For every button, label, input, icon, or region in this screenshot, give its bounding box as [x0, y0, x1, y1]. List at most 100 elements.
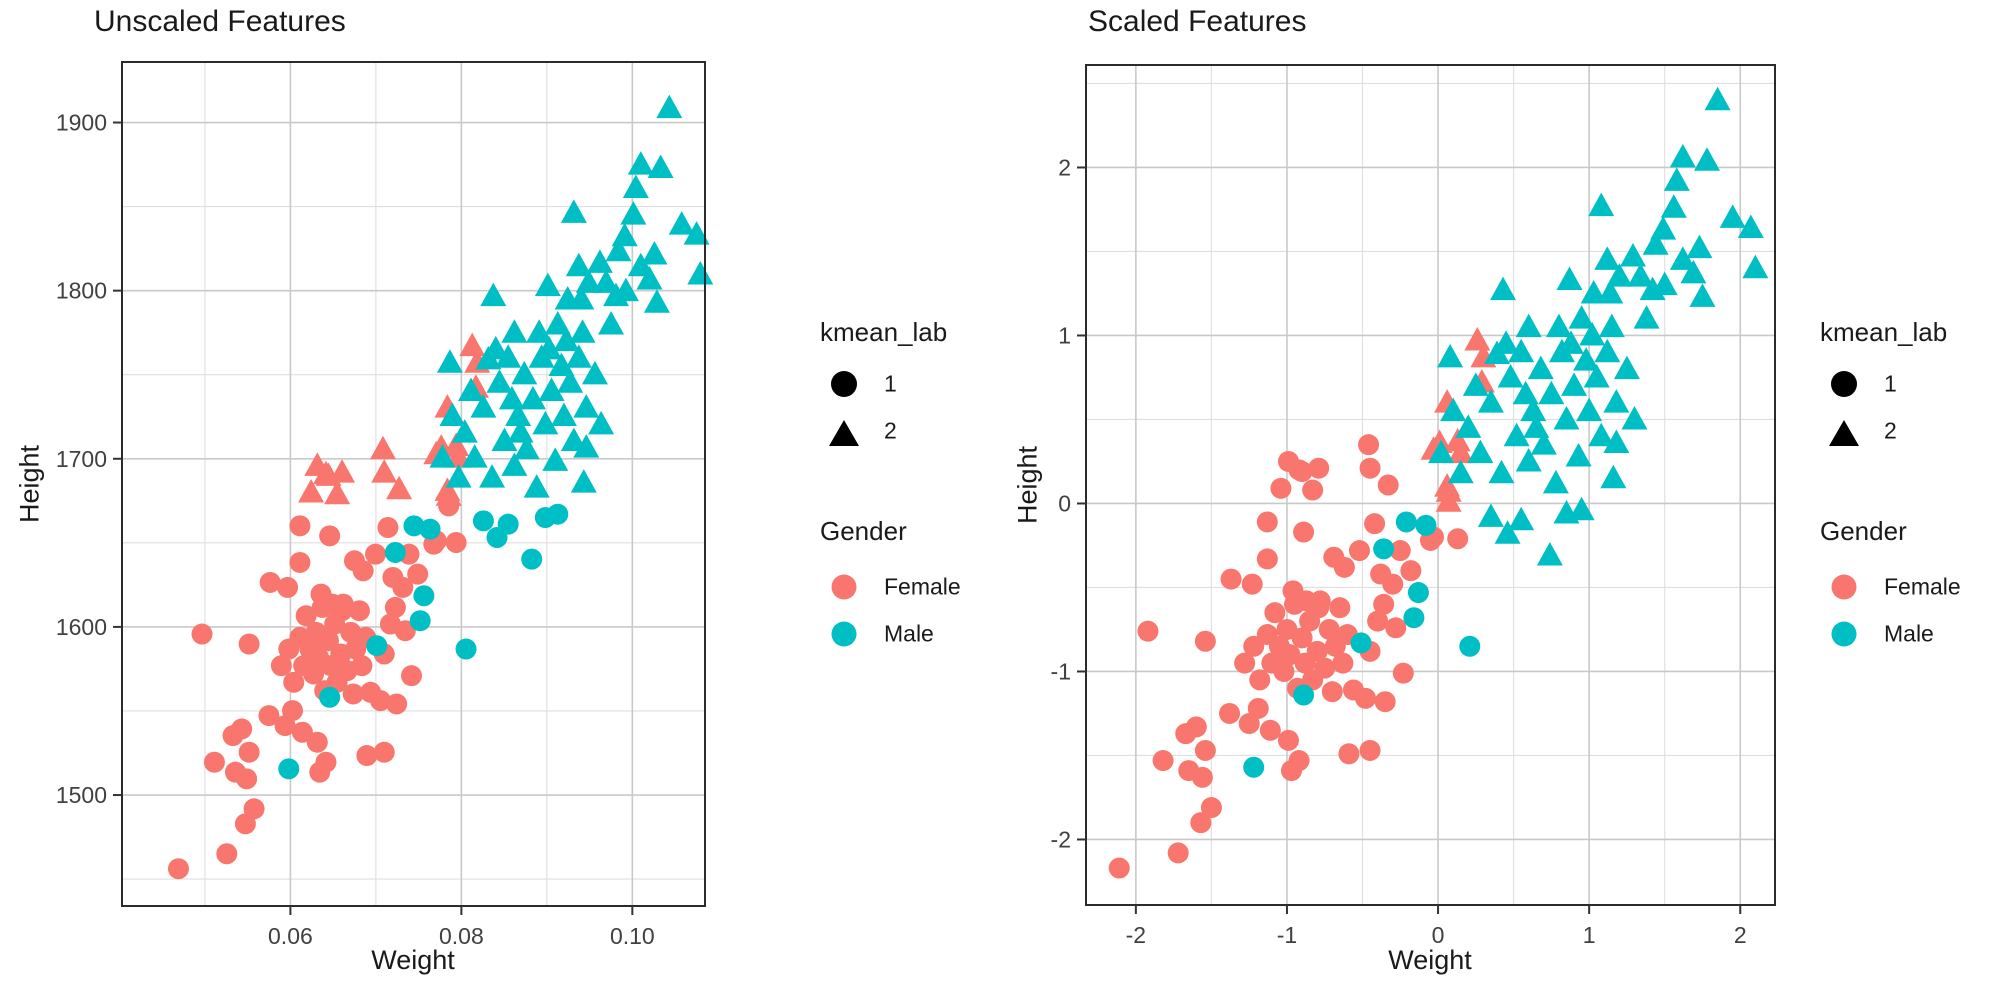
point-male-cluster2-triangle [1663, 167, 1690, 191]
point-male-cluster2-triangle [1455, 414, 1482, 438]
point-female-cluster1-circle [1364, 513, 1386, 535]
point-male-cluster1-circle [1403, 607, 1425, 629]
point-male-cluster1-circle [409, 610, 431, 632]
point-male-cluster2-triangle [507, 419, 534, 443]
point-female-cluster1-circle [370, 690, 392, 712]
point-male-cluster2-triangle [1737, 214, 1764, 238]
point-female-cluster1-circle [295, 605, 317, 627]
point-female-cluster1-circle [216, 843, 238, 865]
point-female-cluster1-circle [306, 731, 328, 753]
point-male-cluster2-triangle [1594, 338, 1621, 363]
point-female-cluster1-circle [1108, 857, 1130, 879]
point-male-cluster1-circle [403, 515, 425, 537]
point-male-cluster1-circle [366, 635, 388, 657]
point-female-cluster1-circle [1190, 812, 1212, 834]
point-male-cluster2-triangle [1633, 305, 1660, 329]
point-female-cluster1-circle [277, 576, 299, 598]
point-female-cluster1-circle [238, 741, 260, 763]
point-female-cluster1-circle [1332, 652, 1354, 674]
point-female-cluster1-circle [351, 655, 373, 677]
point-female-cluster2-triangle [386, 475, 413, 500]
point-female-cluster1-circle [1389, 540, 1411, 562]
legend-item-cluster-2: 2 [1884, 417, 1897, 444]
legend-item-cluster-1: 1 [884, 370, 897, 397]
point-female-cluster1-circle [1256, 511, 1278, 533]
y-tick-label: -1 [1051, 658, 1071, 684]
point-male-cluster2-triangle [501, 319, 528, 343]
point-male-cluster2-triangle [1639, 276, 1666, 301]
point-male-cluster2-triangle [1440, 397, 1467, 422]
legend-item-cluster-2: 2 [884, 417, 897, 444]
x-tick-label: 1 [1583, 922, 1596, 948]
point-female-cluster1-circle [231, 718, 253, 740]
legend-swatch-circle-icon [1831, 371, 1857, 397]
point-male-cluster2-triangle [491, 427, 518, 451]
point-male-cluster2-triangle [498, 385, 525, 410]
panel-background [122, 62, 705, 906]
point-female-cluster1-circle [1291, 461, 1313, 483]
point-male-cluster2-triangle [482, 335, 509, 360]
point-female-cluster1-circle [1280, 760, 1302, 782]
point-female-cluster1-circle [1167, 842, 1189, 864]
point-male-cluster2-triangle [1508, 506, 1535, 531]
point-female-cluster1-circle [379, 613, 401, 635]
point-male-cluster2-triangle [683, 221, 710, 245]
point-female-cluster1-circle [1321, 681, 1343, 703]
point-male-cluster2-triangle [1619, 243, 1646, 267]
point-female-cluster1-circle [386, 693, 408, 715]
point-female-cluster1-circle [373, 741, 395, 763]
point-female-cluster1-circle [1264, 602, 1286, 624]
point-female-cluster1-circle [319, 525, 341, 547]
point-female-cluster1-circle [1302, 479, 1324, 501]
point-female-cluster1-circle [445, 531, 467, 553]
point-female-cluster1-circle [342, 683, 364, 705]
point-male-cluster2-triangle [480, 282, 507, 307]
point-female-cluster1-circle [1314, 657, 1336, 679]
point-female-cluster1-circle [1137, 620, 1159, 642]
point-male-cluster2-triangle [643, 289, 670, 313]
point-male-cluster2-triangle [495, 344, 522, 368]
point-male-cluster2-triangle [598, 310, 625, 335]
y-tick-label: 1700 [56, 446, 107, 472]
point-male-cluster1-circle [497, 513, 519, 535]
point-female-cluster1-circle [281, 700, 303, 722]
point-male-cluster2-triangle [457, 377, 484, 402]
point-male-cluster2-triangle [573, 394, 600, 418]
point-female-cluster1-circle [203, 751, 225, 773]
point-male-cluster2-triangle [486, 369, 513, 393]
y-tick-label: 1800 [56, 278, 107, 304]
point-female-cluster2-triangle [298, 479, 325, 503]
point-male-cluster2-triangle [523, 474, 550, 498]
point-female-cluster1-circle [1308, 597, 1330, 619]
point-male-cluster2-triangle [445, 464, 472, 488]
point-male-cluster2-triangle [479, 464, 506, 488]
point-female-cluster1-circle [1400, 560, 1422, 582]
point-male-cluster2-triangle [1642, 231, 1669, 255]
point-female-cluster1-circle [1348, 540, 1370, 562]
point-male-cluster2-triangle [550, 402, 577, 426]
point-male-cluster2-triangle [1650, 216, 1677, 240]
point-male-cluster1-circle [521, 548, 543, 570]
point-male-cluster1-circle [1459, 635, 1481, 657]
legend-title-gender: Gender [1820, 516, 1907, 546]
point-male-cluster2-triangle [570, 469, 597, 493]
point-female-cluster1-circle [1359, 739, 1381, 761]
point-male-cluster2-triangle [1603, 389, 1630, 413]
point-female-cluster1-circle [331, 600, 353, 622]
point-male-cluster2-triangle [1494, 520, 1521, 544]
point-female-cluster1-circle [1318, 618, 1340, 640]
point-male-cluster2-triangle [627, 151, 654, 175]
point-female-cluster1-circle [238, 633, 260, 655]
point-female-cluster2-triangle [315, 462, 342, 486]
point-male-cluster2-triangle [461, 444, 488, 468]
point-female-cluster1-circle [1152, 750, 1174, 772]
point-female-cluster1-circle [356, 745, 378, 767]
point-male-cluster1-circle [413, 585, 435, 607]
point-male-cluster2-triangle [532, 410, 559, 435]
y-tick-label: 0 [1058, 490, 1071, 516]
point-female-cluster1-circle [1338, 743, 1360, 765]
point-male-cluster2-triangle [1520, 397, 1547, 422]
point-male-cluster2-triangle [1580, 279, 1607, 304]
point-male-cluster2-triangle [605, 237, 632, 262]
